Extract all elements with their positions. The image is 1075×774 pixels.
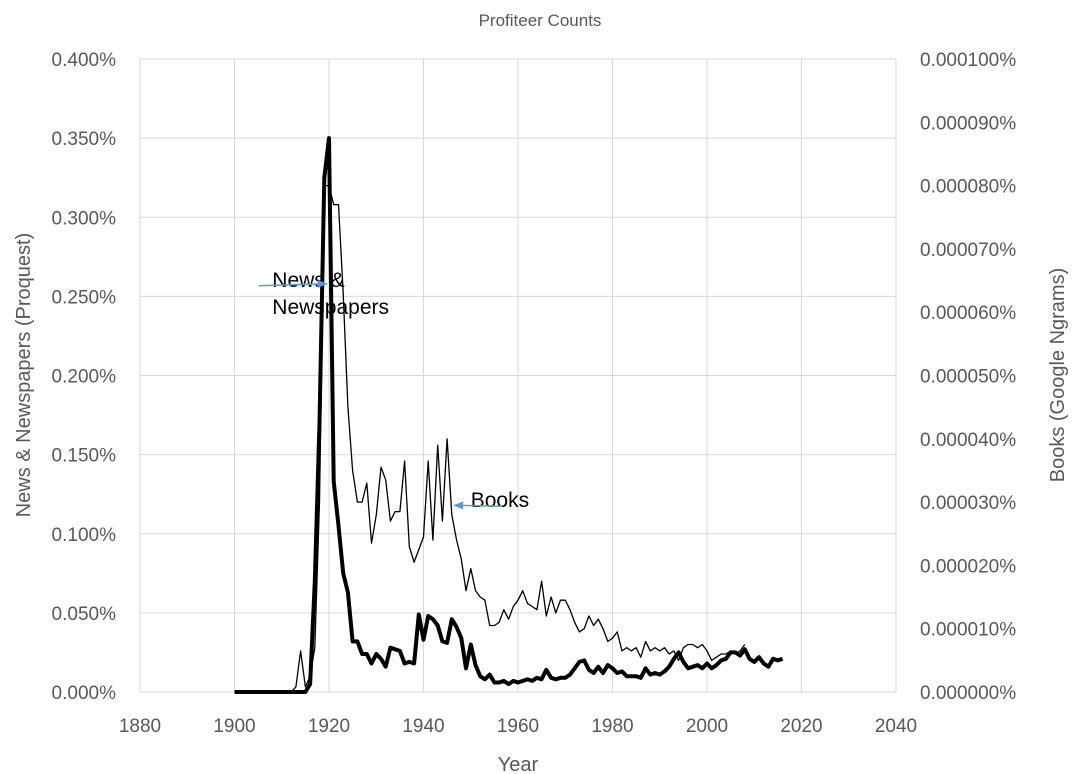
right-y-tick-label: 0.000010% xyxy=(920,620,1016,641)
x-tick-label: 1980 xyxy=(591,716,633,737)
left-y-tick-label: 0.350% xyxy=(52,129,117,150)
left-y-tick-label: 0.300% xyxy=(52,208,117,229)
x-tick-label: 1920 xyxy=(308,716,350,737)
x-axis-tick-labels: 1880 1900 1920 1940 1960 1980 2000 2020 2040 xyxy=(119,716,917,737)
right-y-tick-label: 0.000040% xyxy=(920,430,1016,451)
books-annotation-label: Books xyxy=(471,489,529,512)
left-y-axis-title: News & Newspapers (Proquest) xyxy=(13,233,35,518)
right-y-tick-label: 0.000100% xyxy=(920,50,1016,71)
x-tick-label: 1880 xyxy=(119,716,161,737)
x-axis-title: Year xyxy=(498,754,539,774)
left-y-tick-label: 0.150% xyxy=(52,446,117,467)
right-y-tick-label: 0.000070% xyxy=(920,240,1016,261)
left-y-tick-label: 0.100% xyxy=(52,525,117,546)
right-y-tick-label: 0.000020% xyxy=(920,556,1016,577)
news-annotation: News & Newspapers xyxy=(258,269,389,319)
right-y-axis-tick-labels: 0.000000% 0.000010% 0.000020% 0.000030% 0.00… xyxy=(920,50,1016,704)
left-y-tick-label: 0.250% xyxy=(52,287,117,308)
left-y-tick-label: 0.050% xyxy=(52,604,117,625)
news-annotation-arrow xyxy=(258,279,328,288)
left-y-axis-tick-labels: 0.000% 0.050% 0.100% 0.150% 0.200% 0.250% 0.30… xyxy=(52,50,117,704)
series-lines xyxy=(234,136,784,694)
right-y-tick-label: 0.000080% xyxy=(920,177,1016,198)
x-tick-label: 1960 xyxy=(497,716,539,737)
books-series-line xyxy=(234,184,746,693)
x-tick-label: 1900 xyxy=(213,716,255,737)
left-y-tick-label: 0.000% xyxy=(52,683,117,704)
gridlines xyxy=(139,58,897,693)
left-y-tick-label: 0.200% xyxy=(52,367,117,388)
right-y-axis-title: Books (Google Ngrams) xyxy=(1047,268,1069,483)
annotations: News & Newspapers Books xyxy=(258,269,529,512)
x-tick-label: 2000 xyxy=(686,716,728,737)
chart-title: Profiteer Counts xyxy=(479,11,602,30)
right-y-tick-label: 0.000000% xyxy=(920,683,1016,704)
x-tick-label: 2020 xyxy=(780,716,822,737)
right-y-tick-label: 0.000050% xyxy=(920,367,1016,388)
books-annotation: Books xyxy=(453,489,529,512)
x-tick-label: 2040 xyxy=(875,716,917,737)
right-y-tick-label: 0.000090% xyxy=(920,113,1016,134)
left-y-tick-label: 0.400% xyxy=(52,50,117,71)
right-y-tick-label: 0.000060% xyxy=(920,303,1016,324)
books-annotation-arrow xyxy=(453,501,503,510)
news-series-line xyxy=(234,136,784,694)
right-y-tick-label: 0.000030% xyxy=(920,493,1016,514)
x-tick-label: 1940 xyxy=(402,716,444,737)
